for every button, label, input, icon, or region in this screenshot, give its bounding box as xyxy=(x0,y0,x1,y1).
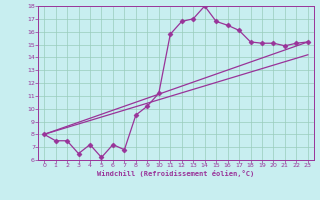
X-axis label: Windchill (Refroidissement éolien,°C): Windchill (Refroidissement éolien,°C) xyxy=(97,170,255,177)
